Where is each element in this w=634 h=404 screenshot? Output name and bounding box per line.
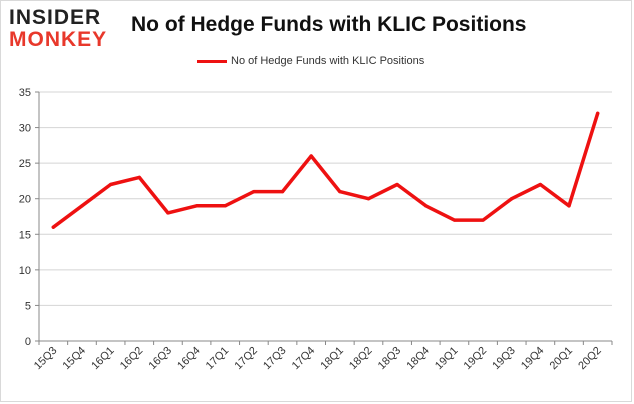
data-point	[109, 182, 113, 187]
data-point	[223, 204, 227, 208]
y-tick-label: 0	[25, 336, 31, 348]
x-tick-labels: 15Q3 15Q4 16Q1 16Q2 16Q3 16Q4 17Q1 17Q2 17Q3 17Q4…	[32, 345, 604, 373]
logo-line-1: INSIDER	[9, 6, 102, 29]
series-line	[51, 111, 600, 229]
data-point	[194, 204, 199, 208]
x-tick-label: 17Q2	[232, 345, 260, 373]
x-tick-label: 17Q3	[261, 345, 289, 373]
data-point	[538, 182, 542, 187]
y-tick-label: 30	[19, 123, 31, 135]
x-tick-label: 16Q1	[89, 345, 117, 373]
x-tick-label: 19Q2	[462, 345, 490, 373]
y-tick-label: 15	[19, 229, 31, 241]
insider-monkey-logo: INSIDER MONKEY	[9, 7, 121, 53]
data-point	[596, 111, 600, 115]
data-point	[309, 154, 313, 158]
y-tick-label: 10	[19, 265, 31, 277]
x-tick-label: 20Q1	[548, 345, 576, 373]
gridlines	[39, 91, 612, 306]
data-point	[481, 218, 485, 222]
axes	[35, 91, 613, 345]
y-tick-label: 35	[19, 87, 31, 99]
data-point	[80, 204, 84, 208]
data-point	[137, 175, 141, 179]
x-tick-label: 16Q3	[147, 345, 175, 373]
data-point	[338, 190, 342, 194]
y-tick-label: 5	[25, 300, 31, 312]
data-point	[166, 211, 170, 215]
series-layer	[51, 111, 600, 229]
x-tick-label: 20Q2	[576, 345, 604, 373]
legend-label: No of Hedge Funds with KLIC Positions	[231, 55, 425, 67]
x-tick-label: 16Q4	[175, 345, 203, 373]
x-tick-label: 19Q1	[433, 345, 461, 373]
x-tick-label: 18Q2	[347, 345, 375, 373]
data-point	[280, 190, 285, 194]
logo-line-2: MONKEY	[9, 28, 108, 51]
y-tick-label: 20	[19, 194, 31, 206]
data-point	[424, 204, 428, 208]
x-tick-label: 19Q3	[490, 345, 518, 373]
data-point	[366, 197, 371, 201]
x-tick-label: 19Q4	[519, 345, 547, 373]
y-tick-label: 25	[19, 158, 31, 170]
data-point	[452, 218, 457, 222]
chart-legend: No of Hedge Funds with KLIC Positions	[197, 55, 424, 67]
x-tick-label: 18Q3	[376, 345, 404, 373]
x-tick-label: 17Q1	[204, 345, 232, 373]
legend-swatch	[197, 59, 227, 63]
y-tick-labels: 0 5 10 15 20 25 30 35	[19, 87, 31, 348]
data-point	[252, 190, 256, 194]
chart-title: No of Hedge Funds with KLIC Positions	[131, 13, 527, 36]
data-point	[51, 225, 55, 229]
data-point	[510, 197, 514, 201]
x-tick-label: 18Q1	[318, 345, 346, 373]
data-point	[567, 204, 571, 208]
x-tick-label: 16Q2	[118, 345, 146, 373]
x-tick-label: 15Q3	[32, 345, 60, 373]
data-point	[395, 182, 399, 187]
x-tick-label: 15Q4	[61, 345, 89, 373]
x-tick-label: 18Q4	[404, 345, 432, 373]
x-tick-label: 17Q4	[290, 345, 318, 373]
